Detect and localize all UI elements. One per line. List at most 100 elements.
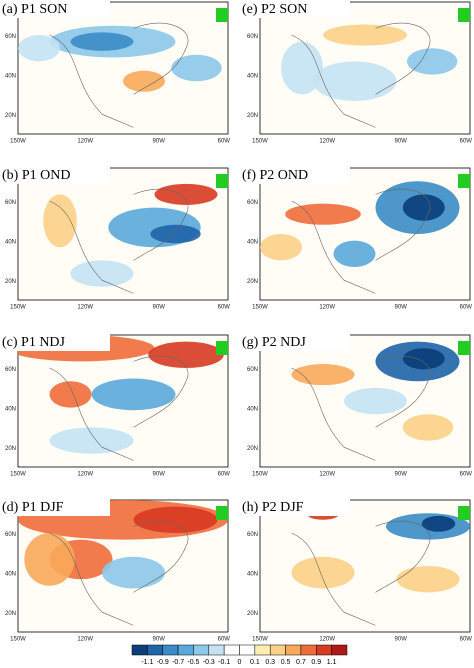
panel-title: (d) P1 DJF	[2, 500, 64, 515]
map-panel: (a) P1 SON 60N 40N 20N 150W 120W 90W 60W	[0, 0, 230, 145]
lat-label: 20N	[247, 113, 258, 119]
title-bg	[240, 333, 350, 351]
colorbar-box	[147, 644, 163, 656]
anomaly-blob	[260, 234, 302, 261]
anomaly-field	[281, 22, 458, 128]
lat-label: 20N	[5, 446, 16, 452]
lon-label: 60W	[218, 472, 231, 478]
lat-label: 20N	[247, 446, 258, 452]
anomaly-blob	[323, 24, 407, 46]
lon-label: 60W	[218, 139, 231, 145]
lon-label: 150W	[252, 472, 268, 478]
lat-label: 20N	[247, 279, 258, 285]
colorbar-label: 0.1	[250, 659, 260, 666]
lat-label: 20N	[5, 113, 16, 119]
anomaly-blob	[421, 515, 456, 532]
reference-box	[216, 341, 228, 355]
lon-label: 150W	[252, 305, 268, 311]
lon-label: 60W	[460, 472, 473, 478]
lon-label: 150W	[10, 305, 26, 311]
anomaly-field	[291, 506, 470, 626]
colorbar-label: -0.9	[157, 659, 169, 666]
lon-label: 60W	[460, 637, 473, 643]
anomaly-blob	[148, 341, 224, 368]
anomaly-blob	[402, 348, 445, 370]
lat-label: 60N	[247, 532, 258, 538]
colorbar-label: 0	[238, 659, 242, 666]
title-bg	[240, 498, 350, 516]
colorbar-label: -0.1	[218, 659, 230, 666]
anomaly-blob	[402, 414, 454, 441]
anomaly-blob	[70, 260, 134, 287]
lon-label: 90W	[395, 139, 408, 145]
colorbar-label: 0.5	[281, 659, 291, 666]
anomaly-blob	[133, 506, 218, 533]
coastline	[291, 22, 431, 128]
anomaly-blob	[281, 41, 323, 95]
lon-label: 60W	[460, 305, 473, 311]
reference-box	[458, 8, 470, 22]
lon-label: 60W	[460, 139, 473, 145]
lon-label: 120W	[77, 139, 93, 145]
lon-label: 90W	[153, 472, 166, 478]
anomaly-blob	[43, 194, 77, 248]
lat-label: 40N	[5, 406, 16, 412]
lat-label: 60N	[5, 367, 16, 373]
anomaly-blob	[344, 387, 407, 415]
anomaly-blob	[91, 378, 176, 411]
colorbar-box	[239, 644, 256, 656]
anomaly-blob	[402, 194, 445, 221]
coastline	[291, 355, 431, 461]
lat-label: 40N	[247, 571, 258, 577]
lat-label: 20N	[247, 611, 258, 617]
reference-box	[216, 174, 228, 188]
lon-label: 150W	[252, 139, 268, 145]
anomaly-blob	[291, 364, 355, 386]
title-bg	[0, 0, 110, 18]
anomaly-blob	[18, 35, 60, 62]
colorbar-label: 0.3	[265, 659, 275, 666]
panel-title: (g) P2 NDJ	[242, 335, 306, 350]
lon-label: 150W	[10, 472, 26, 478]
anomaly-field	[291, 341, 460, 461]
title-bg	[0, 333, 110, 351]
anomaly-blob	[154, 183, 218, 205]
colorbar-label: -0.7	[172, 659, 184, 666]
colorbar-label: 1.1	[327, 659, 337, 666]
map-panel: (h) P2 DJF 60N 40N 20N 150W 120W 90W 60W	[240, 498, 472, 643]
anomaly-field	[18, 22, 222, 128]
lat-label: 60N	[5, 200, 16, 206]
colorbar-label: 0.9	[311, 659, 321, 666]
lat-label: 40N	[247, 239, 258, 245]
coastline	[49, 22, 189, 128]
lon-label: 120W	[319, 305, 335, 311]
lat-label: 60N	[247, 34, 258, 40]
lat-label: 20N	[5, 279, 16, 285]
map-panel: (e) P2 SON 60N 40N 20N 150W 120W 90W 60W	[240, 0, 472, 145]
map-panel: (b) P1 OND 60N 40N 20N 150W 120W 90W 60W	[0, 166, 230, 311]
colorbar-box	[331, 644, 348, 656]
colorbar-label: 0.7	[296, 659, 306, 666]
colorbar-box	[177, 644, 194, 656]
title-bg	[0, 498, 110, 516]
lon-label: 150W	[10, 637, 26, 643]
anomaly-blob	[312, 61, 397, 101]
title-bg	[240, 0, 350, 18]
colorbar-box	[285, 644, 302, 656]
colorbar-box	[193, 644, 210, 656]
anomaly-blob	[396, 566, 460, 593]
anomaly-blob	[49, 381, 92, 408]
lon-label: 60W	[218, 305, 231, 311]
lon-label: 90W	[153, 305, 166, 311]
lat-label: 40N	[247, 73, 258, 79]
colorbar-box	[269, 644, 286, 656]
anomaly-blob	[171, 54, 222, 82]
lat-label: 40N	[5, 73, 16, 79]
anomaly-blob	[24, 533, 75, 586]
anomaly-blob	[150, 224, 201, 244]
reference-box	[216, 506, 228, 520]
lon-label: 90W	[395, 305, 408, 311]
anomaly-blob	[102, 556, 165, 589]
lon-label: 60W	[218, 637, 231, 643]
